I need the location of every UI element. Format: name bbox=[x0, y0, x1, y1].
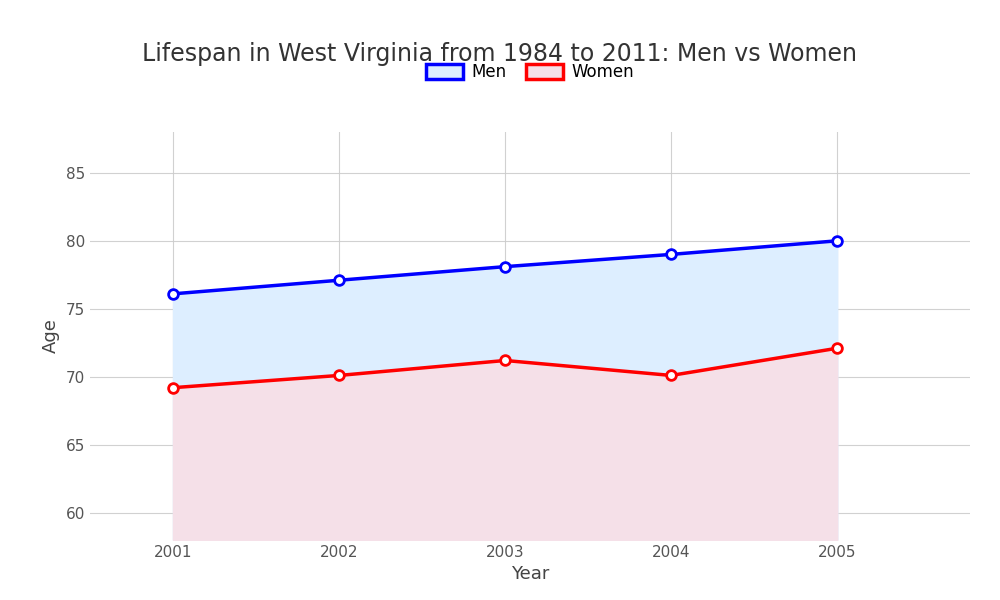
Y-axis label: Age: Age bbox=[42, 319, 60, 353]
Text: Lifespan in West Virginia from 1984 to 2011: Men vs Women: Lifespan in West Virginia from 1984 to 2… bbox=[143, 42, 858, 66]
Legend: Men, Women: Men, Women bbox=[426, 63, 634, 81]
X-axis label: Year: Year bbox=[511, 565, 549, 583]
